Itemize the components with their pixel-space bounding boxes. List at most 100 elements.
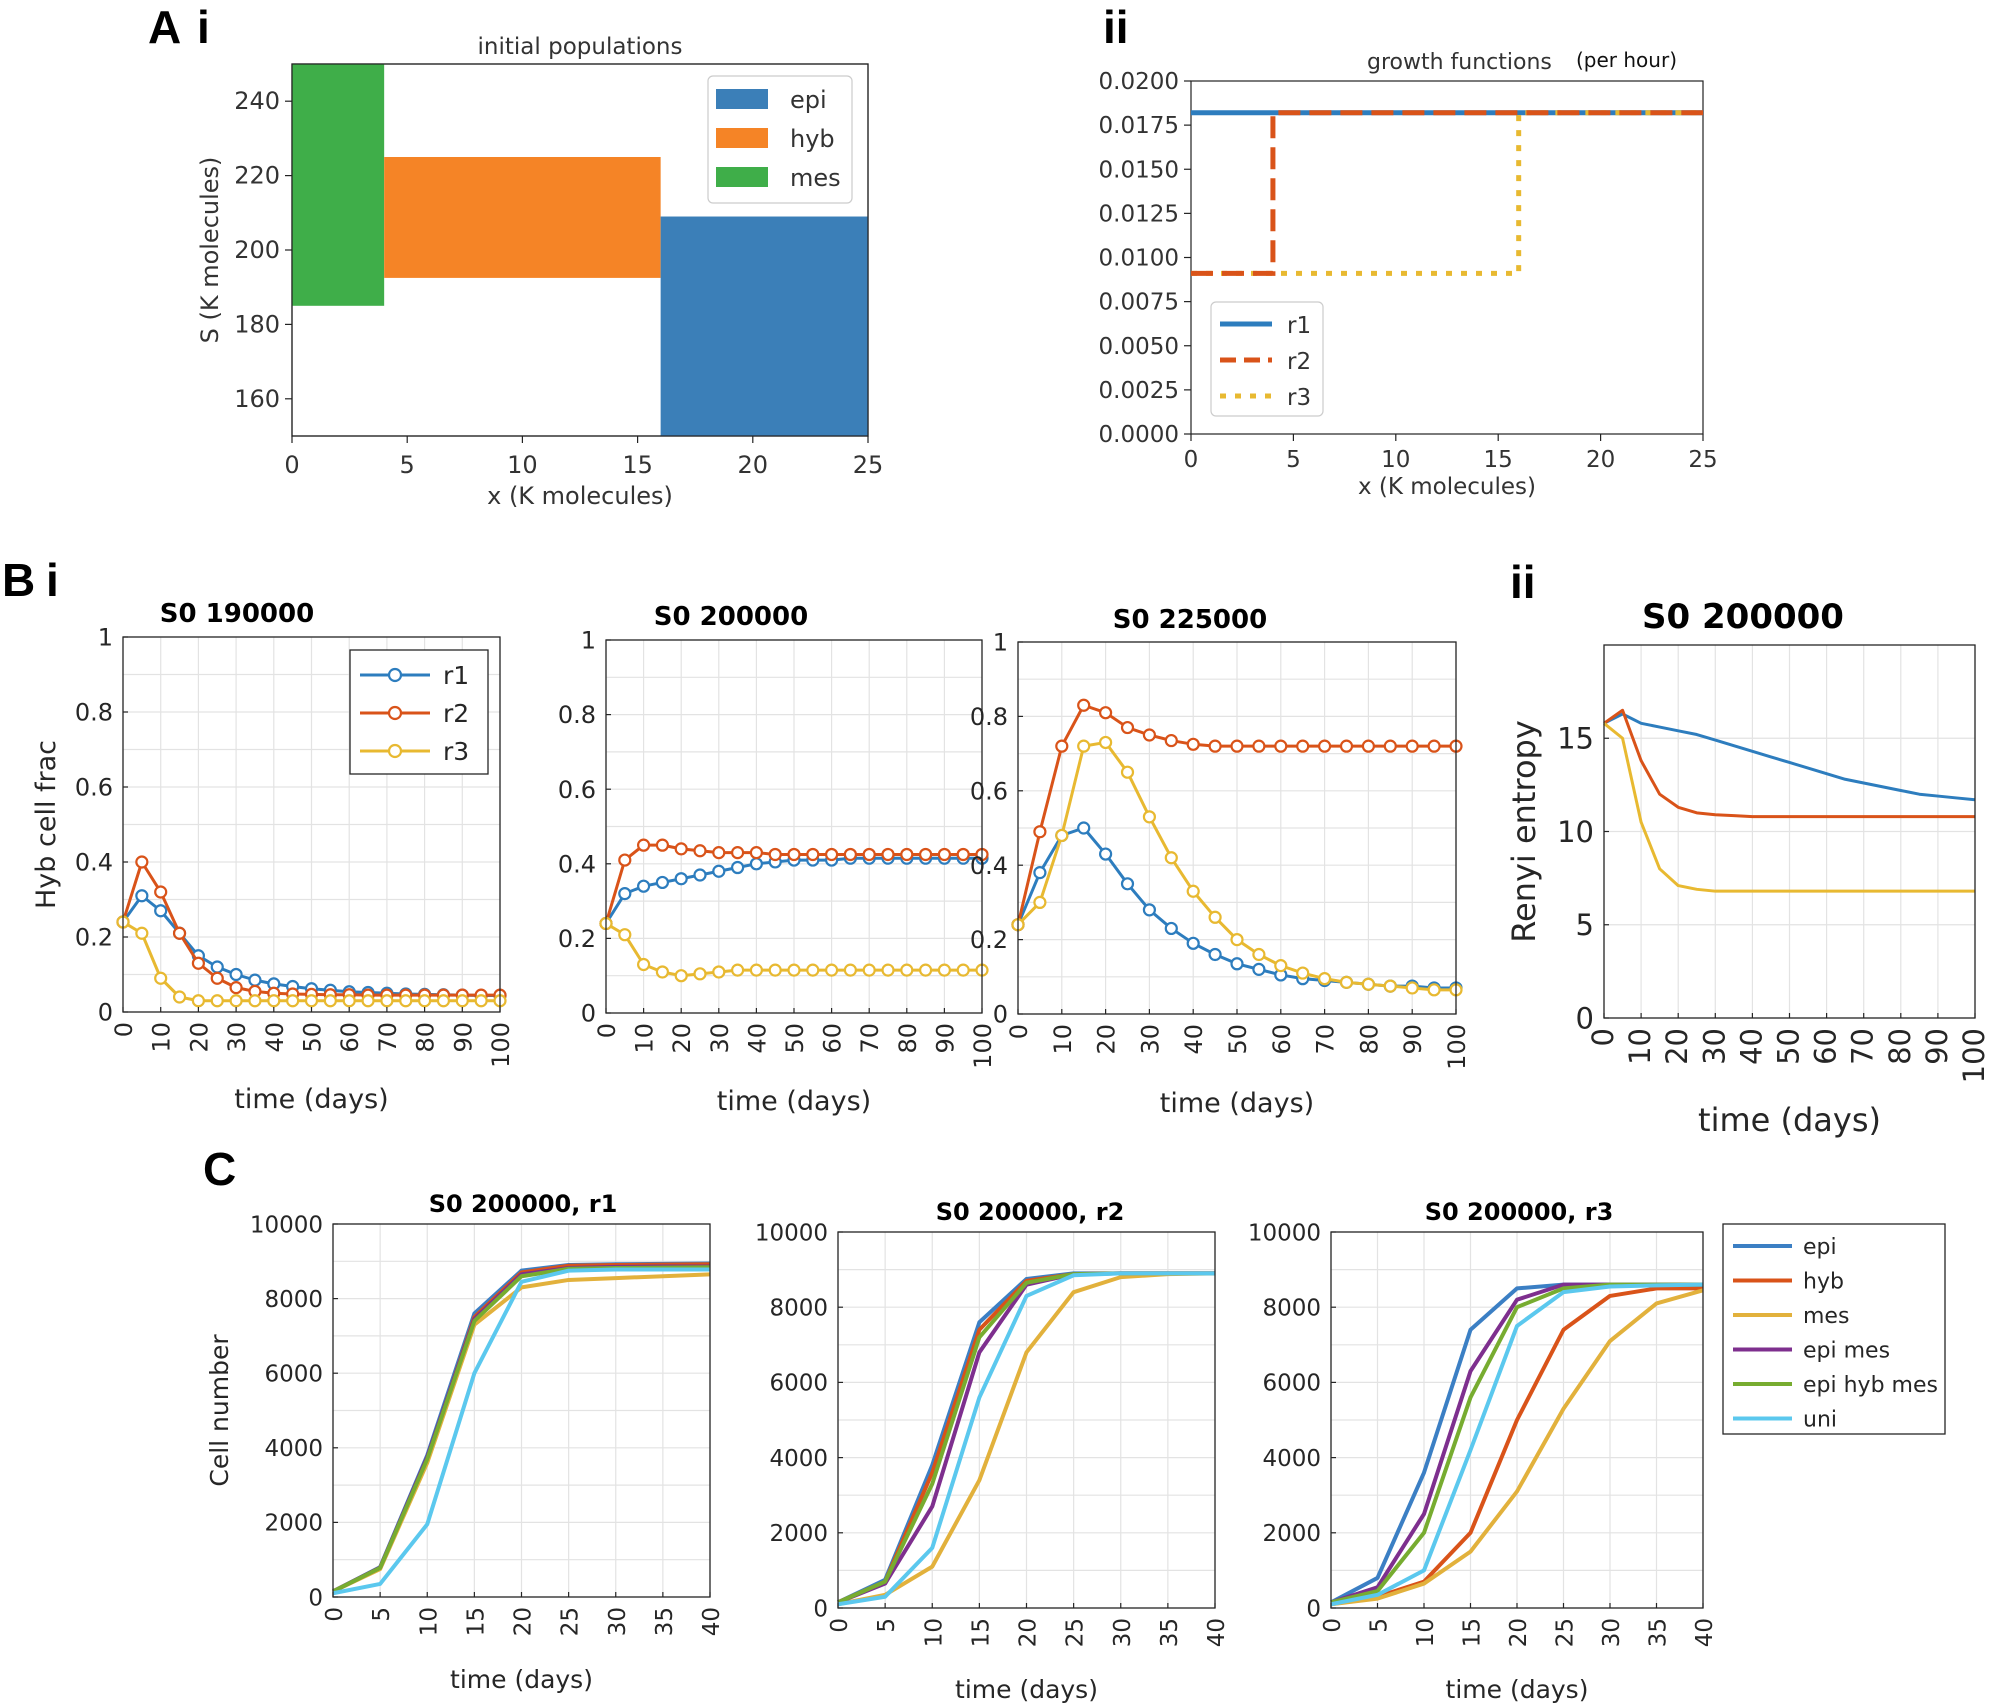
x-tick-label: 30 [706,1023,734,1054]
data-point-r2 [210,971,224,985]
data-point-r1 [693,868,707,882]
x-tick-label: 5 [400,451,415,479]
data-point-r2 [191,956,205,970]
y-tick-label: 4000 [1262,1446,1321,1472]
panel-label-c: C [203,1143,237,1195]
x-tick-label: 20 [185,1022,213,1053]
y-tick-label: 200 [234,236,280,264]
data-point-r3 [399,994,413,1008]
data-point-r3 [1055,828,1069,843]
data-point-r1 [210,960,224,974]
data-point-r3 [342,994,356,1008]
legend-label-r1: r1 [1287,313,1311,339]
data-point-r3 [1296,966,1310,980]
data-point-r2 [768,847,782,862]
y-tick-label: 0 [1576,1001,1594,1035]
data-point-r2 [881,847,895,862]
x-tick-label: 35 [1646,1618,1672,1647]
y-tick-label: 220 [234,162,280,190]
x-tick-label: 0 [1184,447,1199,473]
data-point-r3 [881,963,895,977]
data-point-r2 [862,847,876,862]
data-point-r3 [618,928,632,942]
legend-label-epi: epi [1803,1235,1837,1260]
y-tick-label: 10000 [755,1220,828,1246]
series-line-r2 [1191,110,1703,276]
x-tick-label: 50 [1224,1024,1252,1055]
data-point-r2 [712,846,726,860]
data-point-r2 [1120,720,1135,735]
x-tick-label: 40 [1180,1024,1208,1055]
series-line-uni [332,1267,710,1596]
y-tick-label: 0.4 [75,849,113,877]
legend-swatch-epi [716,89,768,109]
x-tick-label: 50 [299,1022,327,1053]
legend-label-r3: r3 [443,737,469,766]
chart-title: initial populations [478,34,683,60]
chart-title: S0 200000 [654,602,808,632]
data-point-r1 [135,889,149,903]
x-tick-label: 60 [1268,1024,1296,1055]
x-tick-label: 25 [1553,1618,1579,1647]
y-tick-label: 0.2 [75,924,113,952]
legend: r1 r2 r3 [349,649,489,775]
data-point-r1 [1208,947,1222,962]
data-point-r2 [1208,739,1222,753]
x-tick-label: 20 [668,1023,696,1054]
x-tick-label: 10 [507,451,538,479]
data-point-r2 [1164,733,1178,748]
x-tick-label: 40 [1692,1618,1718,1647]
data-point-r3 [229,994,243,1008]
data-point-r2 [937,847,952,862]
y-tick-label: 0.0075 [1099,290,1179,316]
data-point-r3 [1317,972,1332,986]
data-point-r2 [674,842,688,856]
y-tick-label: 0 [813,1596,828,1622]
x-axis-label: time (days) [1446,1675,1589,1704]
y-tick-label: 8000 [769,1295,828,1321]
data-point-r3 [862,963,876,977]
x-tick-label: 100 [487,1022,515,1068]
x-tick-label: 60 [1809,1028,1843,1065]
data-point-r3 [918,963,933,977]
data-point-r3 [210,994,224,1008]
data-point-r2 [730,846,745,860]
x-tick-label: 5 [369,1607,395,1622]
data-point-r3 [1077,739,1091,753]
data-point-r1 [1230,957,1244,971]
series-line-mes [1330,1288,1704,1607]
y-tick-label: 240 [234,87,280,115]
data-point-r2 [1033,825,1047,839]
data-point-r2 [135,855,149,869]
y-tick-label: 6000 [1262,1371,1321,1397]
y-tick-label: 0.0025 [1099,378,1179,404]
data-point-r1 [154,904,168,918]
data-point-r1 [1142,903,1157,917]
y-tick-label: 10000 [1248,1220,1321,1246]
legend-label-epi: epi [790,86,827,114]
series-line-uni [837,1271,1215,1607]
chart-c2: 0 5 10 15 20 25 30 35 40 0 2000 4000 6000 8000 10000 S0… [755,1198,1230,1704]
data-point-r3 [1339,975,1354,989]
data-point-r2 [1252,739,1266,753]
data-point-r2 [1077,698,1091,712]
data-point-r3 [248,994,262,1008]
x-axis-label: x (K molecules) [487,482,673,510]
data-point-r3 [768,963,782,977]
y-tick-label: 0.0150 [1099,157,1179,183]
data-point-r3 [937,963,952,977]
x-axis-label: time (days) [717,1086,871,1117]
data-point-r1 [618,887,632,901]
x-tick-label: 35 [652,1607,678,1636]
data-point-r2 [1142,728,1157,742]
y-tick-label: 0.8 [75,699,113,727]
data-point-r2 [749,846,764,860]
x-tick-label: 90 [931,1023,959,1054]
data-point-r3 [323,994,337,1008]
y-tick-label: 15 [1557,722,1594,756]
x-tick-label: 20 [1660,1028,1694,1065]
legend-label-hyb: hyb [1803,1270,1844,1295]
data-point-r2 [1361,739,1376,753]
data-point-r3 [1098,735,1113,750]
